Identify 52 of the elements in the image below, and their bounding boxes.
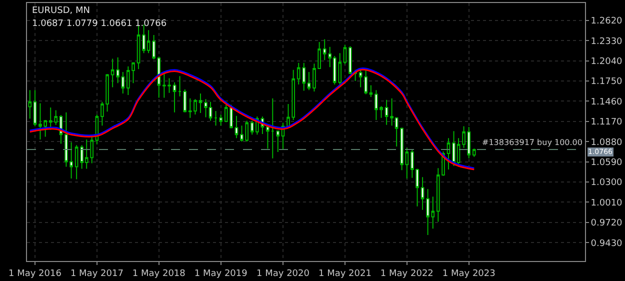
candlestick [343,44,347,65]
candlestick [266,126,270,150]
y-tick-label: 1.0880 [590,138,623,148]
y-tick-label: 1.2040 [590,56,623,67]
candlestick [276,130,280,153]
candlestick [110,58,114,88]
x-tick-label: 1 May 2017 [70,268,124,279]
candlestick [234,115,238,139]
chart-title: EURUSD, MN [32,6,90,16]
candlestick [116,56,120,84]
x-tick-label: 1 May 2022 [380,268,434,279]
y-tick-label: 1.0300 [590,178,623,188]
candlestick [364,69,368,95]
candlestick [74,144,78,180]
y-tick-label: 1.1750 [590,77,623,88]
candlestick [348,46,352,75]
y-tick-label: 1.0590 [590,158,623,168]
x-tick-label: 1 May 2018 [132,268,186,279]
candlestick [33,90,37,127]
candlestick [420,176,424,210]
candlestick [384,99,388,126]
x-tick-label: 1 May 2021 [318,268,372,279]
candlestick [214,110,218,126]
text: 1.0687 1.0779 1.0661 1.0766 [32,19,167,29]
x-tick-label: 1 May 2020 [256,268,310,279]
y-tick-label: 0.9430 [590,238,623,249]
candlestick [446,138,450,170]
ref-line-label: #138363917 buy 100.00 [482,138,582,147]
candlestick [400,127,404,171]
y-tick-label: 0.9720 [590,218,623,229]
candlestick [307,71,311,91]
candlestick [270,98,274,159]
candlestick [136,25,140,70]
candlestick [183,88,187,113]
candlestick [358,69,362,88]
x-tick-label: 1 May 2023 [442,268,496,279]
candlestick [472,148,476,158]
x-tick-label: 1 May 2019 [194,268,248,279]
candlestick [121,71,125,94]
candlestick [369,84,373,98]
y-tick-label: 1.1460 [590,97,623,108]
x-tick-label: 1 May 2016 [8,268,62,279]
y-tick-label: 1.0010 [590,198,623,208]
candlestick [219,114,223,126]
candlestick [198,93,202,114]
candlestick [405,147,409,180]
candlestick [178,76,182,97]
y-tick-label: 1.2330 [590,36,623,47]
y-tick-label: 1.2620 [590,16,623,27]
y-tick-label: 1.1170 [590,118,623,128]
candlestick [172,82,176,113]
candlestick [28,90,32,120]
